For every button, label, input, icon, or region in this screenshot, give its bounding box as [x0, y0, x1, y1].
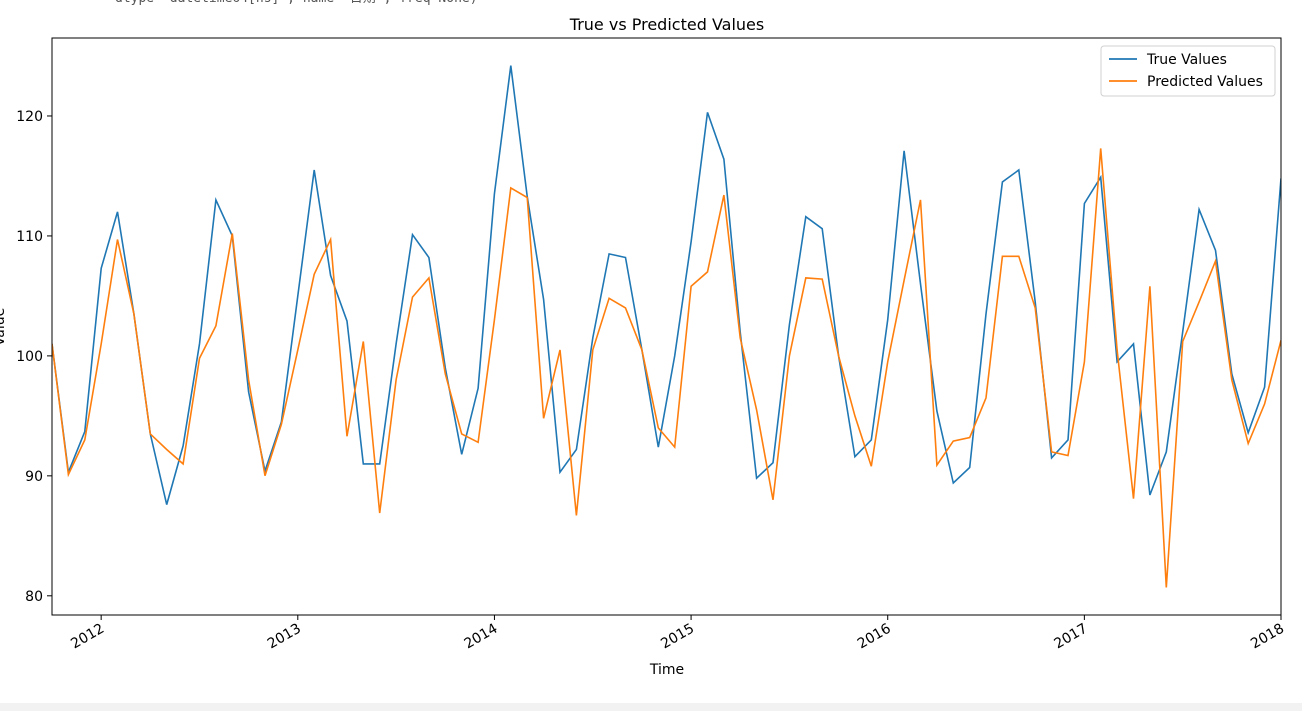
notebook-output: dtype='datetime64[ns]', name='日期', freq=…: [115, 0, 478, 6]
x-tick-label: 2014: [462, 621, 501, 653]
x-tick-label: 2015: [658, 621, 697, 653]
y-tick-label: 80: [25, 589, 43, 605]
chart-title: True vs Predicted Values: [569, 15, 764, 34]
series-line: [52, 148, 1281, 588]
scrollbar[interactable]: [0, 703, 1302, 711]
x-axis-label: Time: [649, 662, 684, 678]
y-tick-label: 100: [16, 349, 43, 365]
x-tick-label: 2016: [855, 621, 894, 653]
plot-frame: [51, 37, 1282, 616]
legend-label: True Values: [1146, 52, 1227, 68]
x-tick-label: 2012: [68, 621, 107, 653]
x-tick-label: 2018: [1248, 621, 1287, 653]
x-tick-label: 2017: [1051, 621, 1090, 653]
y-tick-label: 110: [16, 229, 43, 245]
legend-label: Predicted Values: [1147, 74, 1263, 90]
series-line: [52, 65, 1281, 505]
y-tick-label: 120: [16, 109, 43, 125]
y-axis-label: Value: [0, 308, 8, 346]
legend-box: [1100, 45, 1276, 97]
y-tick-label: 90: [25, 469, 43, 485]
x-tick-label: 2013: [265, 621, 304, 653]
